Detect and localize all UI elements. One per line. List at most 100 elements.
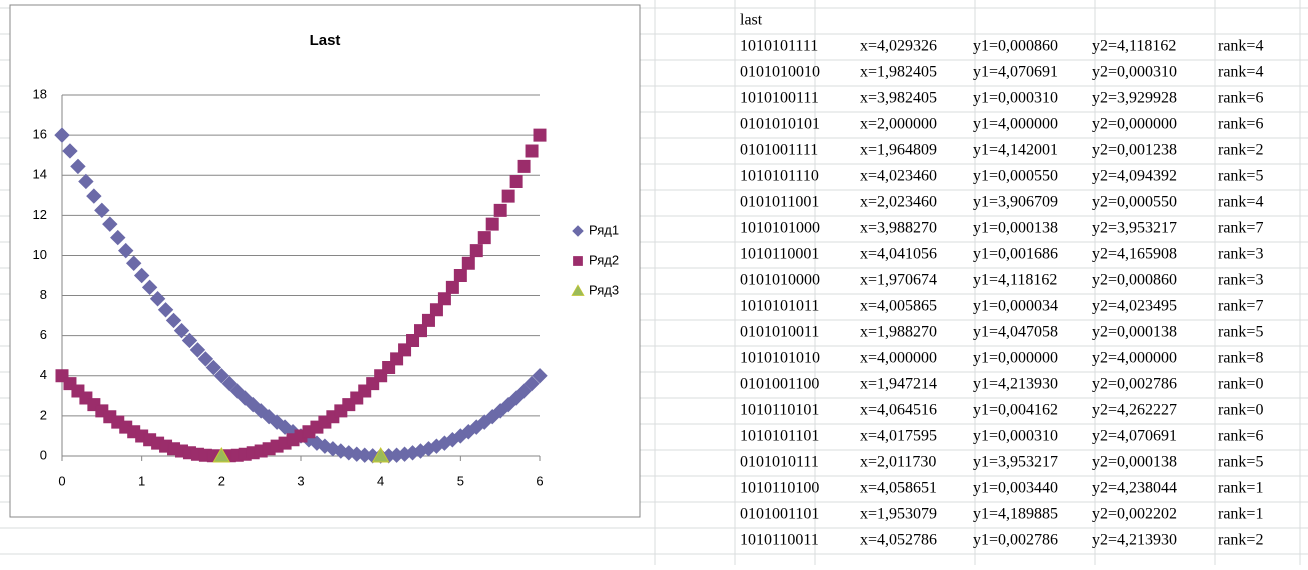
cell-text: y2=4,165908 (1092, 246, 1177, 263)
x-tick-label: 6 (536, 473, 543, 488)
cell-text: y1=4,189885 (973, 506, 1058, 523)
marker (189, 342, 206, 358)
y-tick-label: 18 (33, 86, 47, 101)
cell-text: y2=4,023495 (1092, 298, 1177, 315)
cell-text: 1010101101 (740, 428, 819, 445)
marker (133, 267, 150, 284)
marker (493, 203, 507, 217)
cell-text: x=4,064516 (860, 402, 937, 419)
x-tick-label: 0 (58, 473, 65, 488)
cell-text: 1010110001 (740, 246, 819, 263)
marker (181, 332, 198, 349)
cell-text: y1=4,070691 (973, 64, 1058, 81)
cell-text: x=4,029326 (860, 38, 937, 55)
y-tick-label: 4 (40, 367, 47, 382)
legend-marker (572, 225, 584, 237)
cell-text: rank=5 (1218, 454, 1263, 471)
cell-text: 1010101110 (740, 168, 819, 185)
cell-text: y1=4,047058 (973, 324, 1058, 341)
sheet-title: last (740, 12, 763, 29)
cell-text: 1010101000 (740, 220, 820, 237)
marker (78, 173, 94, 190)
marker (277, 419, 293, 435)
cell-text: y2=0,001238 (1092, 142, 1177, 159)
cell-text: x=3,988270 (860, 220, 937, 237)
cell-text: x=4,017595 (860, 428, 937, 445)
legend-marker (573, 256, 583, 266)
y-tick-label: 14 (33, 167, 47, 182)
cell-text: y2=4,238044 (1092, 480, 1177, 497)
legend-label: Ряд2 (589, 252, 619, 267)
y-tick-label: 12 (33, 207, 47, 222)
cell-text: x=3,982405 (860, 90, 937, 107)
marker (517, 159, 531, 173)
cell-text: rank=6 (1218, 116, 1263, 133)
marker (212, 446, 231, 463)
cell-text: x=2,000000 (860, 116, 937, 133)
cell-text: x=4,000000 (860, 350, 937, 367)
marker (437, 292, 451, 306)
chart-title: Last (310, 32, 341, 49)
legend-marker (571, 284, 585, 296)
cell-text: y1=0,001686 (973, 246, 1058, 263)
cell-text: y1=3,906709 (973, 194, 1058, 211)
marker (485, 217, 499, 231)
marker (102, 216, 118, 232)
x-tick-label: 2 (218, 473, 225, 488)
cell-text: x=1,988270 (860, 324, 937, 341)
marker (509, 174, 523, 188)
cell-text: 1010101111 (740, 38, 818, 55)
cell-text: 1010110101 (740, 402, 819, 419)
cell-text: rank=4 (1218, 194, 1263, 211)
cell-text: 1010110011 (740, 532, 819, 549)
marker (371, 446, 390, 463)
marker (325, 441, 341, 457)
marker (317, 438, 333, 454)
cell-text: y2=0,000000 (1092, 116, 1177, 133)
cell-text: rank=5 (1218, 168, 1263, 185)
y-tick-label: 6 (40, 327, 47, 342)
marker (429, 303, 443, 317)
cell-text: x=4,005865 (860, 298, 937, 315)
marker (461, 256, 475, 270)
marker (525, 144, 539, 158)
cell-text: x=4,023460 (860, 168, 937, 185)
marker (229, 383, 245, 399)
cell-text: 1010101011 (740, 298, 819, 315)
cell-text: 1010110100 (740, 480, 819, 497)
cell-text: rank=1 (1218, 506, 1263, 523)
y-tick-label: 0 (40, 447, 47, 462)
cell-text: x=1,947214 (860, 376, 937, 393)
cell-text: x=1,982405 (860, 64, 937, 81)
marker (118, 242, 134, 259)
marker (445, 280, 459, 294)
cell-text: y2=0,002202 (1092, 506, 1177, 523)
marker (70, 158, 86, 175)
x-tick-label: 4 (377, 473, 384, 488)
cell-text: y1=4,213930 (973, 376, 1058, 393)
legend-label: Ряд3 (589, 282, 619, 297)
marker (477, 231, 491, 245)
marker (110, 229, 126, 246)
cell-text: y2=4,070691 (1092, 428, 1177, 445)
cell-text: rank=8 (1218, 350, 1263, 367)
cell-text: rank=3 (1218, 272, 1263, 289)
marker (62, 143, 78, 159)
cell-text: y2=0,000310 (1092, 64, 1177, 81)
cell-text: y2=4,000000 (1092, 350, 1177, 367)
marker (508, 390, 524, 406)
marker (453, 269, 467, 282)
cell-text: y1=0,000860 (973, 38, 1058, 55)
cell-text: y1=4,142001 (973, 142, 1058, 159)
cell-text: rank=6 (1218, 428, 1263, 445)
y-tick-label: 2 (40, 407, 47, 422)
cell-text: 0101010011 (740, 324, 819, 341)
marker (524, 375, 540, 392)
cell-text: 0101001111 (740, 142, 818, 159)
cell-text: x=4,041056 (860, 246, 937, 263)
marker (253, 403, 269, 419)
cell-text: 0101011001 (740, 194, 819, 211)
marker (221, 375, 238, 392)
